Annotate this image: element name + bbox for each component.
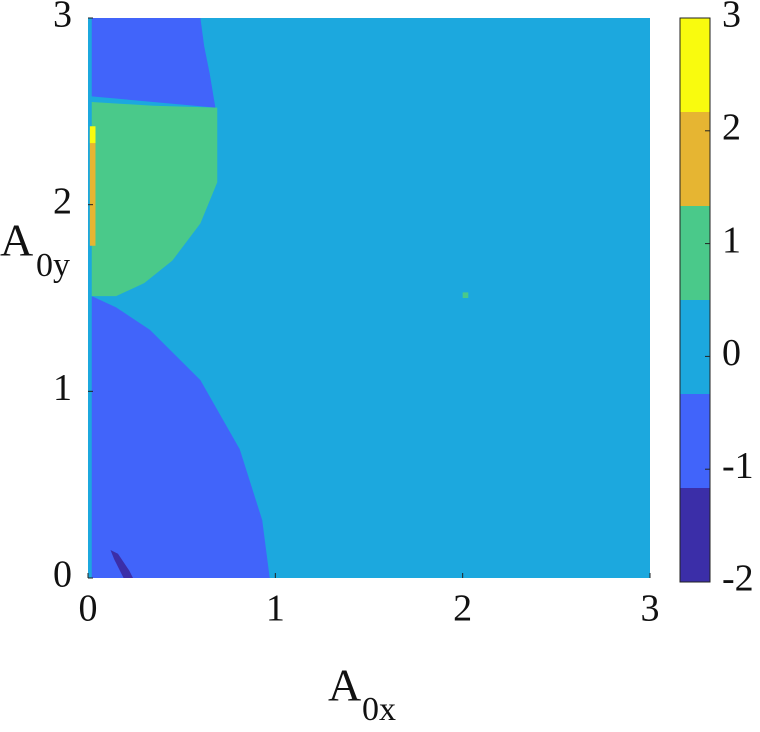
y-tick-label: 1: [53, 367, 72, 409]
region: [110, 550, 133, 578]
region: [91, 18, 216, 108]
colorbar-tick-label: 0: [722, 332, 741, 374]
colorbar-band: [680, 206, 710, 300]
y-tick-label: 0: [53, 554, 72, 596]
x-tick-label: 0: [79, 588, 98, 630]
x-label-sub: 0x: [362, 691, 396, 728]
y-tick-label: 3: [53, 0, 72, 36]
colorbar-tick-label: 3: [722, 0, 741, 36]
colorbar-tick-label: 2: [722, 107, 741, 149]
y-tick-label: 2: [53, 180, 72, 222]
colorbar-band: [680, 112, 710, 206]
colorbar-band: [680, 488, 710, 582]
region: [91, 102, 218, 297]
colorbar-tick-label: -1: [722, 445, 754, 487]
colorbar-frame: [679, 17, 711, 583]
x-tick-label: 2: [453, 588, 472, 630]
colorbar-band: [680, 300, 710, 394]
y-label-sub: 0y: [36, 247, 70, 284]
region: [91, 296, 270, 578]
region: [89, 130, 96, 246]
colorbar-tick-label: -2: [722, 558, 754, 600]
x-tick-label: 3: [641, 588, 660, 630]
colorbar-band: [680, 18, 710, 112]
x-tick-label: 1: [266, 588, 285, 630]
colorbar-tick-label: 1: [722, 219, 741, 261]
colorbar-band: [680, 394, 710, 488]
region: [89, 126, 96, 144]
y-label: A: [0, 215, 33, 266]
x-label: A: [328, 660, 361, 711]
region: [462, 292, 469, 298]
